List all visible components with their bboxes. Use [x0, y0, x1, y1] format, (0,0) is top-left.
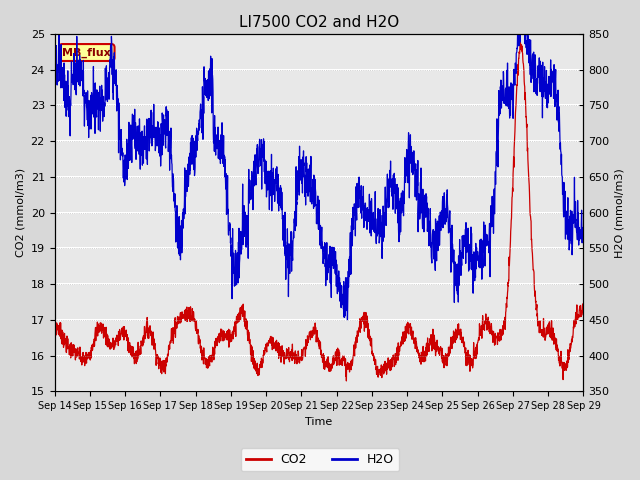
- Text: MB_flux: MB_flux: [63, 48, 111, 58]
- X-axis label: Time: Time: [305, 417, 333, 427]
- Y-axis label: H2O (mmol/m3): H2O (mmol/m3): [615, 168, 625, 257]
- Legend: CO2, H2O: CO2, H2O: [241, 448, 399, 471]
- Title: LI7500 CO2 and H2O: LI7500 CO2 and H2O: [239, 15, 399, 30]
- Y-axis label: CO2 (mmol/m3): CO2 (mmol/m3): [15, 168, 25, 257]
